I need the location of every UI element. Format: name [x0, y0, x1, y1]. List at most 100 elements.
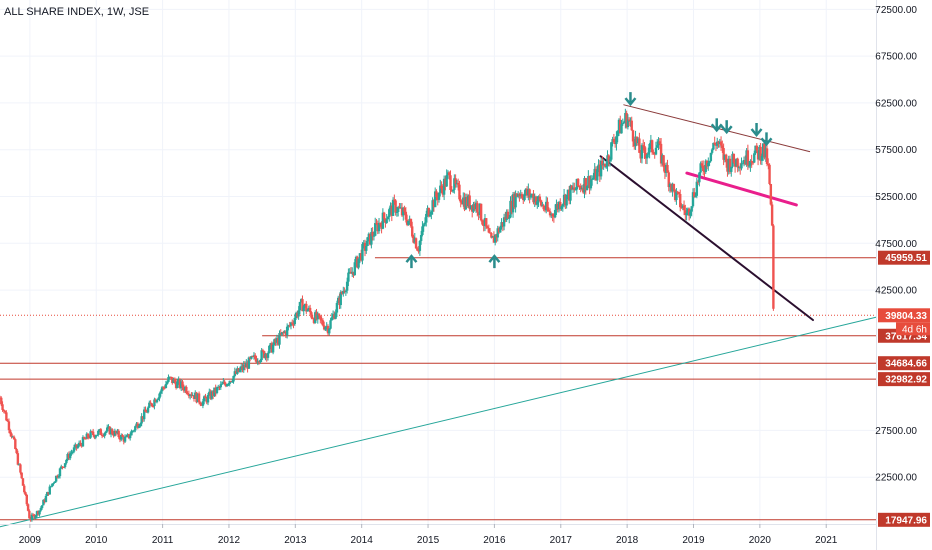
candle-body [408, 218, 411, 221]
candle-body [11, 436, 14, 438]
candle-body [199, 402, 202, 405]
trendline[interactable] [0, 316, 877, 528]
candle-body [15, 448, 18, 454]
candle-body [234, 371, 238, 374]
candle-body [456, 182, 460, 185]
trendline[interactable] [599, 155, 814, 322]
candle-body [65, 459, 68, 464]
candle-body [118, 437, 122, 440]
arrow-head [710, 123, 723, 133]
candle-body [510, 200, 513, 213]
candle-body [719, 141, 723, 146]
candle-body [273, 339, 276, 345]
candle-body [656, 145, 659, 148]
candle-body [458, 184, 461, 200]
candle-body [582, 187, 585, 193]
price-axis: 72500.00 67500.00 62500.00 57500.00 52500.00… [875, 5, 917, 484]
candle-body [86, 433, 90, 438]
candle-body [672, 184, 676, 190]
candle-body [250, 356, 253, 359]
support-resistance-levels [0, 257, 876, 521]
candle-body [553, 209, 557, 218]
candle-body [551, 214, 554, 217]
candle-body [478, 203, 482, 216]
arrow-down-icon[interactable] [760, 132, 773, 147]
candle-body [377, 222, 381, 232]
countdown-badge: 4d 6h [896, 322, 930, 336]
price-tick-label: 57500.00 [875, 145, 917, 156]
candle-body [181, 381, 184, 388]
candle-body [136, 423, 140, 428]
candle-body [311, 317, 314, 319]
candle-body [70, 452, 73, 454]
candle-body [38, 510, 41, 515]
candle-body [449, 175, 452, 190]
candle-body [703, 170, 706, 172]
candle-body [385, 219, 388, 224]
arrow-down-icon[interactable] [750, 123, 763, 137]
candle-body [343, 290, 346, 292]
candle-body [686, 208, 690, 213]
arrow-down-icon[interactable] [710, 118, 723, 133]
candle-body [67, 454, 71, 459]
candle-body [714, 144, 718, 146]
candle-body [695, 181, 699, 196]
candle-body [176, 381, 179, 389]
candle-body [188, 394, 192, 397]
candle-body [75, 444, 78, 448]
candle-body [488, 232, 492, 234]
candle-body [62, 467, 66, 469]
candle-body [588, 176, 591, 189]
candle-body [305, 303, 308, 312]
candle-body [469, 205, 473, 209]
candle-body [191, 395, 194, 397]
candle-body [471, 205, 474, 212]
candle-body [111, 429, 114, 435]
candle-body [446, 172, 450, 175]
candle-body [403, 208, 406, 212]
candle-body [61, 466, 64, 468]
candle-body [128, 435, 132, 439]
candle-body [223, 381, 226, 384]
candle-body [331, 314, 335, 318]
candle-body [342, 290, 345, 294]
candle-body [490, 233, 493, 238]
price-badge-label: 32982.92 [885, 375, 927, 386]
candle-body [5, 412, 8, 421]
candle-body [374, 223, 377, 236]
candle-body [63, 463, 67, 468]
candlesticks [0, 108, 775, 522]
arrow-down-icon[interactable] [720, 120, 733, 135]
candle-body [228, 380, 231, 384]
arrow-down-icon[interactable] [624, 92, 637, 107]
candle-body [630, 120, 633, 131]
candle-body [371, 231, 374, 237]
candle-body [690, 206, 693, 212]
candle-body [712, 142, 715, 150]
candle-body [770, 204, 774, 226]
candle-body [363, 242, 367, 251]
candle-body [585, 186, 589, 191]
time-tick-label: 2018 [616, 535, 639, 546]
candle-body [411, 226, 414, 237]
candle-body [701, 165, 705, 171]
trendline[interactable] [685, 171, 798, 207]
candle-body [117, 430, 120, 438]
candle-body [694, 195, 697, 197]
candle-body [14, 439, 17, 449]
candle-body [430, 211, 433, 215]
candle-body [348, 271, 351, 273]
arrow-up-icon[interactable] [405, 254, 418, 269]
candle-body [195, 392, 198, 403]
candle-body [663, 167, 667, 173]
candle-body [399, 207, 402, 209]
candle-body [35, 511, 39, 516]
candle-body [370, 231, 373, 245]
arrow-up-icon[interactable] [488, 254, 501, 269]
candle-body [384, 218, 387, 224]
candle-body [753, 153, 756, 163]
candle-body [396, 207, 400, 213]
candle-body [492, 236, 496, 243]
candle-body [77, 442, 81, 446]
